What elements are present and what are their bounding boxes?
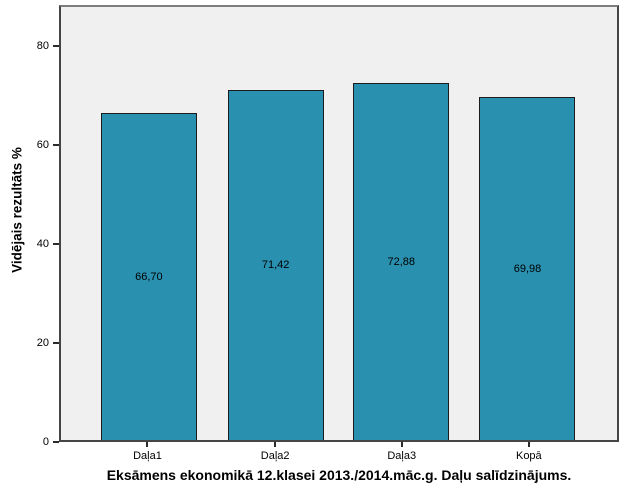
x-tick-mark — [146, 442, 149, 447]
y-axis: 0 20 40 60 80 — [0, 5, 59, 448]
x-tick-label: Daļa1 — [133, 450, 162, 462]
x-tick-mark — [527, 442, 530, 447]
y-tick-mark — [53, 144, 59, 147]
y-tick-label: 0 — [42, 436, 49, 448]
plot-panel: 66,70 71,42 72,88 69,98 — [59, 5, 619, 442]
y-tick-label: 80 — [36, 40, 49, 53]
bar-4: 69,98 — [479, 96, 576, 440]
x-tick-mark — [400, 442, 403, 447]
x-tick-mark — [274, 442, 277, 447]
bar-value-label: 66,70 — [135, 270, 163, 283]
x-tick-label: Daļa3 — [387, 450, 417, 462]
x-tick-label: Daļa2 — [260, 450, 290, 462]
bar-1: 66,70 — [100, 112, 197, 440]
y-tick-label: 40 — [36, 238, 49, 251]
bar-2: 71,42 — [227, 89, 324, 440]
chart-title: Eksāmens ekonomikā 12.klasei 2013./2014.… — [106, 467, 572, 483]
y-tick-mark — [53, 441, 59, 443]
y-tick-mark — [53, 243, 59, 246]
bar-3: 72,88 — [353, 82, 450, 440]
y-tick-label: 60 — [36, 139, 49, 152]
y-tick-mark — [53, 342, 59, 345]
x-tick-label: Kopā — [515, 450, 542, 462]
x-axis: Daļa1 Daļa2 Daļa3 Kopā — [59, 442, 619, 470]
bar-value-label: 69,98 — [513, 262, 542, 275]
y-tick-mark — [53, 45, 59, 48]
y-tick-label: 20 — [36, 337, 49, 350]
bar-value-label: 72,88 — [387, 255, 416, 268]
bar-value-label: 71,42 — [261, 259, 290, 272]
